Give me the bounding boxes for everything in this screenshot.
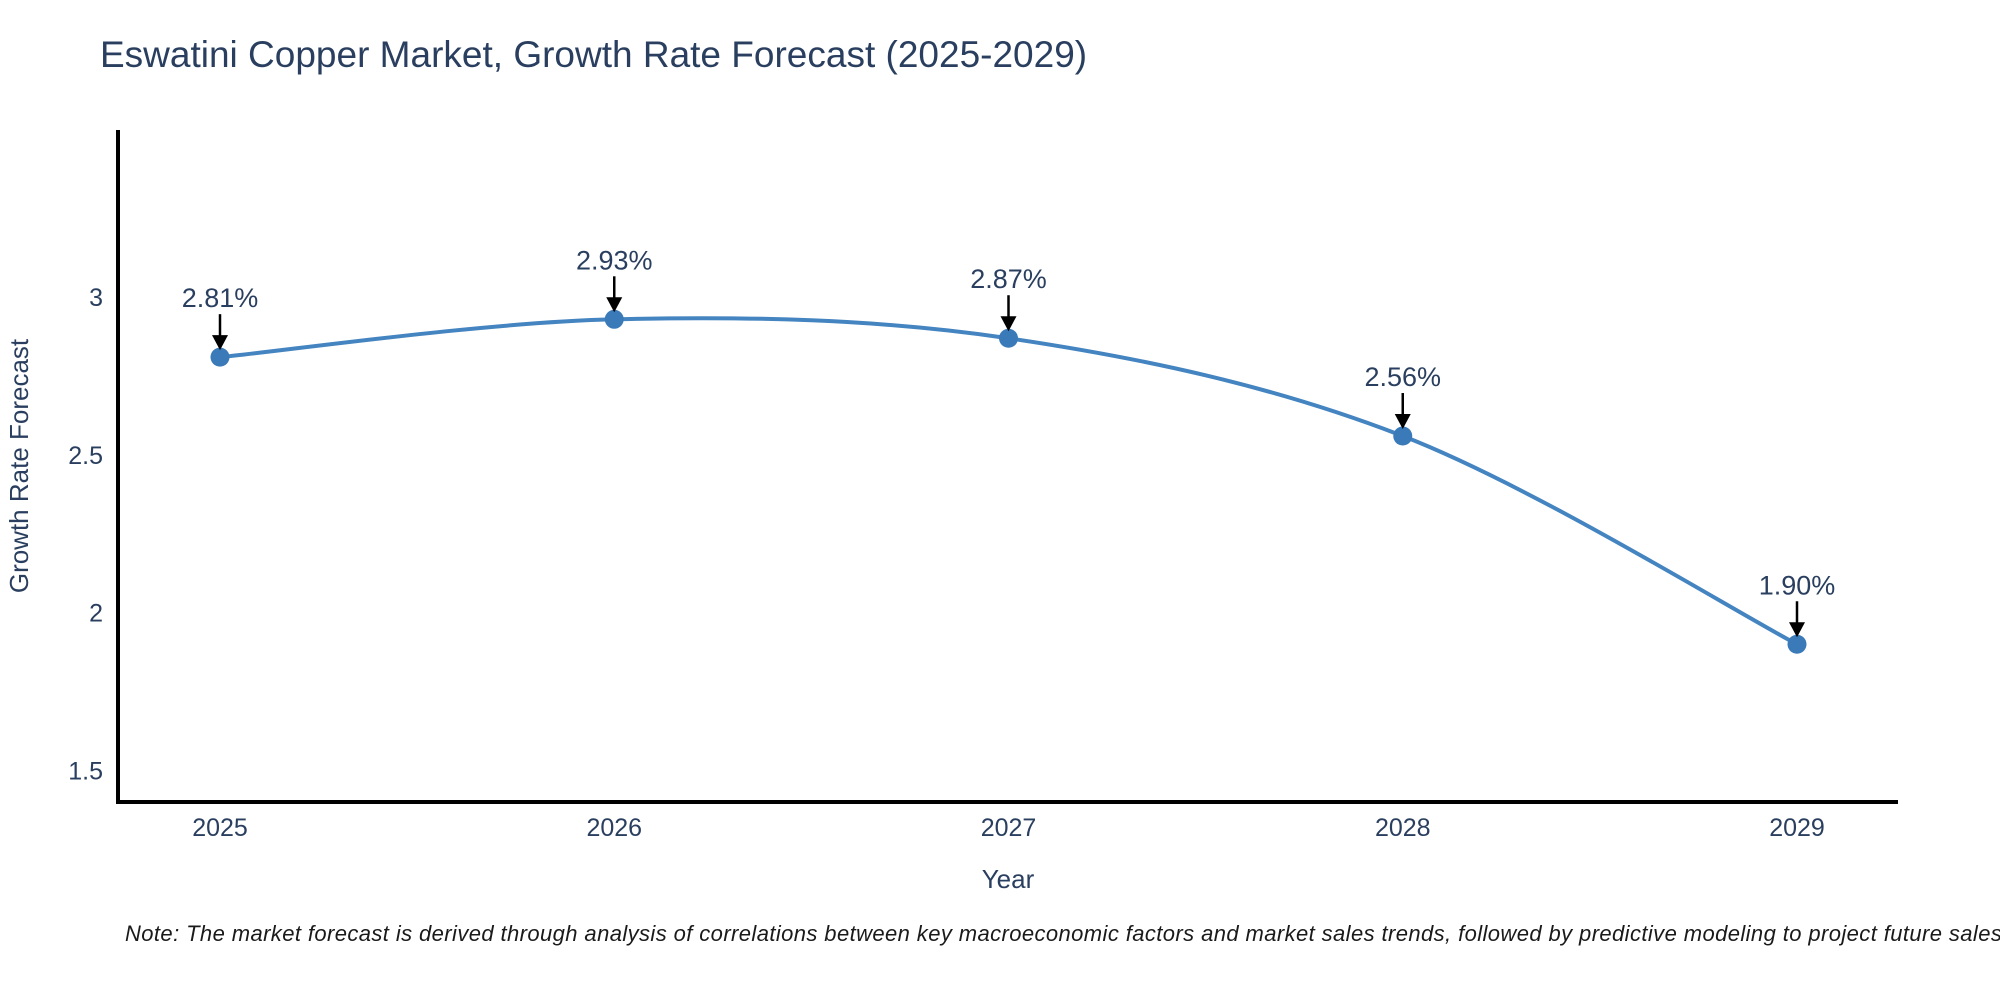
data-point-marker — [1393, 426, 1413, 446]
x-tick-label: 2027 — [981, 814, 1037, 842]
y-tick-label: 2.5 — [68, 442, 103, 470]
annotation-arrowhead — [606, 297, 623, 313]
trend-line — [218, 316, 1799, 647]
y-tick-label: 1.5 — [68, 757, 103, 785]
x-tick-label: 2028 — [1375, 814, 1431, 842]
data-point-label: 2.81% — [182, 283, 259, 313]
data-point-marker — [210, 347, 230, 367]
x-tick-label: 2029 — [1769, 814, 1825, 842]
data-point-label: 1.90% — [1759, 570, 1836, 600]
x-tick-label: 2026 — [586, 814, 642, 842]
y-tick-label: 2 — [89, 600, 103, 628]
plot-area: 1.5 2 2.5 3 2025 2026 2027 2028 2029 2.81% 2.93% 2.… — [68, 130, 1898, 842]
data-point-label: 2.93% — [576, 245, 653, 275]
footnote: Note: The market forecast is derived thr… — [125, 921, 2000, 946]
annotation-arrowhead — [1394, 414, 1411, 430]
x-tick-label: 2025 — [192, 814, 248, 842]
chart-title: Eswatini Copper Market, Growth Rate Fore… — [100, 34, 1088, 75]
data-point-label: 2.56% — [1364, 362, 1441, 392]
data-point-marker — [604, 309, 624, 329]
y-tick-label: 3 — [89, 284, 103, 312]
data-point-marker — [1787, 634, 1807, 654]
data-point-marker — [999, 328, 1018, 348]
y-axis-title: Growth Rate Forecast — [4, 338, 34, 593]
annotation-arrowhead — [212, 335, 228, 351]
annotation-arrowhead — [1000, 316, 1017, 332]
data-point-label: 2.87% — [970, 264, 1047, 294]
x-axis-title: Year — [982, 864, 1035, 894]
axes-line — [116, 130, 1898, 804]
annotation-arrowhead — [1789, 622, 1805, 638]
